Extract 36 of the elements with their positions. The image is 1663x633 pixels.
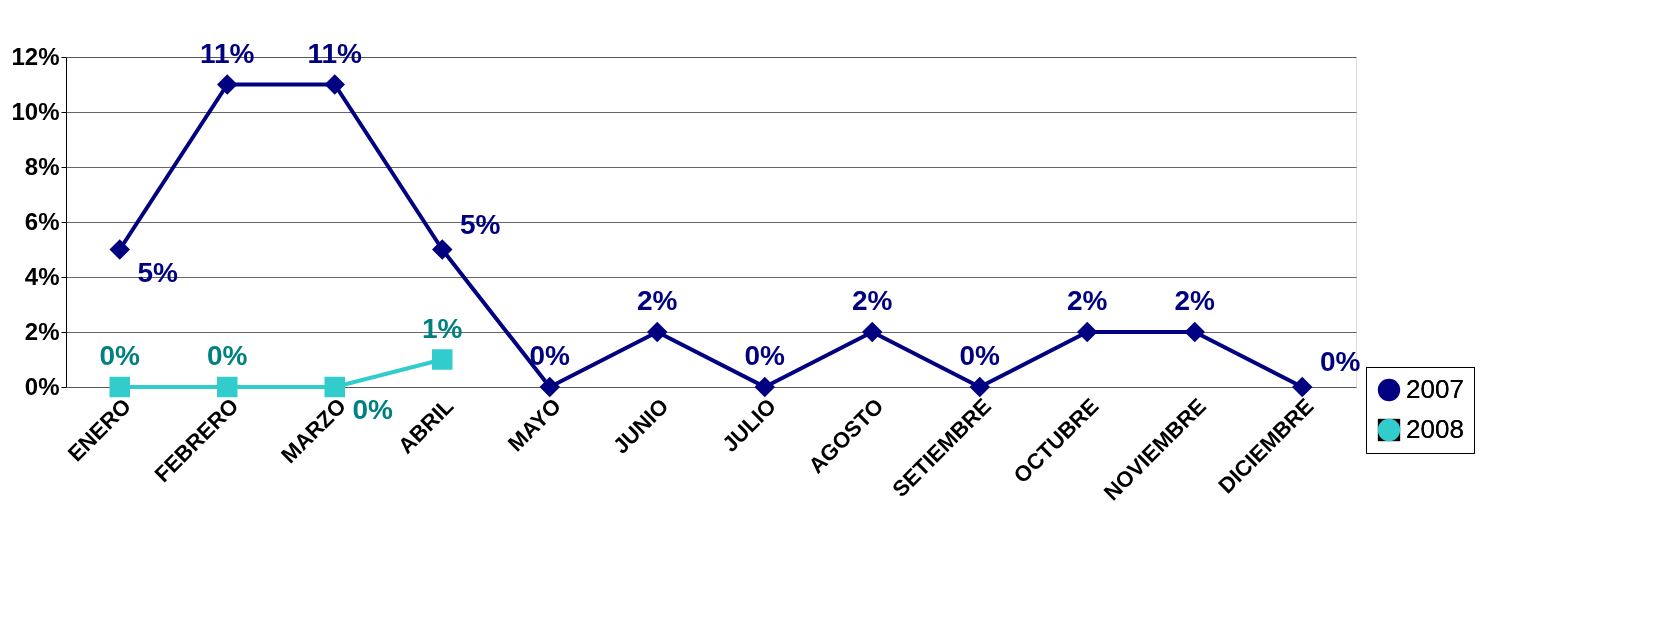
data-label: 2% xyxy=(1067,285,1108,316)
point xyxy=(432,349,453,370)
data-label: 2% xyxy=(852,285,893,316)
point xyxy=(1292,376,1313,398)
legend-label: 2007 xyxy=(1406,374,1464,404)
point xyxy=(324,74,345,95)
data-label: 0% xyxy=(352,394,394,425)
point xyxy=(754,376,775,398)
data-label: 2% xyxy=(637,285,678,316)
data-label: 0% xyxy=(207,340,248,371)
y-tick-label: 10% xyxy=(11,97,60,125)
y-tick-label: 8% xyxy=(24,152,60,180)
y-tick-label: 6% xyxy=(24,207,60,235)
data-label: 0% xyxy=(1320,346,1361,377)
point xyxy=(1077,321,1098,343)
point xyxy=(217,376,238,398)
y-tick-label: 4% xyxy=(24,262,60,290)
data-label: 0% xyxy=(959,340,1001,371)
point xyxy=(324,376,345,398)
point xyxy=(109,376,130,398)
point xyxy=(862,321,883,343)
legend-label: 2008 xyxy=(1406,414,1464,444)
y-tick-label: 12% xyxy=(11,42,60,70)
data-label: 0% xyxy=(99,340,141,371)
point xyxy=(647,321,668,343)
point xyxy=(1184,321,1205,343)
data-label: 2% xyxy=(1174,285,1216,316)
y-tick-label: 2% xyxy=(24,317,60,345)
point xyxy=(217,74,238,95)
data-label: 0% xyxy=(744,340,786,371)
point xyxy=(109,239,130,260)
data-label: 0% xyxy=(529,340,571,371)
point xyxy=(539,376,560,398)
y-tick-label: 0% xyxy=(24,372,60,400)
point xyxy=(969,376,990,398)
point xyxy=(432,239,453,260)
